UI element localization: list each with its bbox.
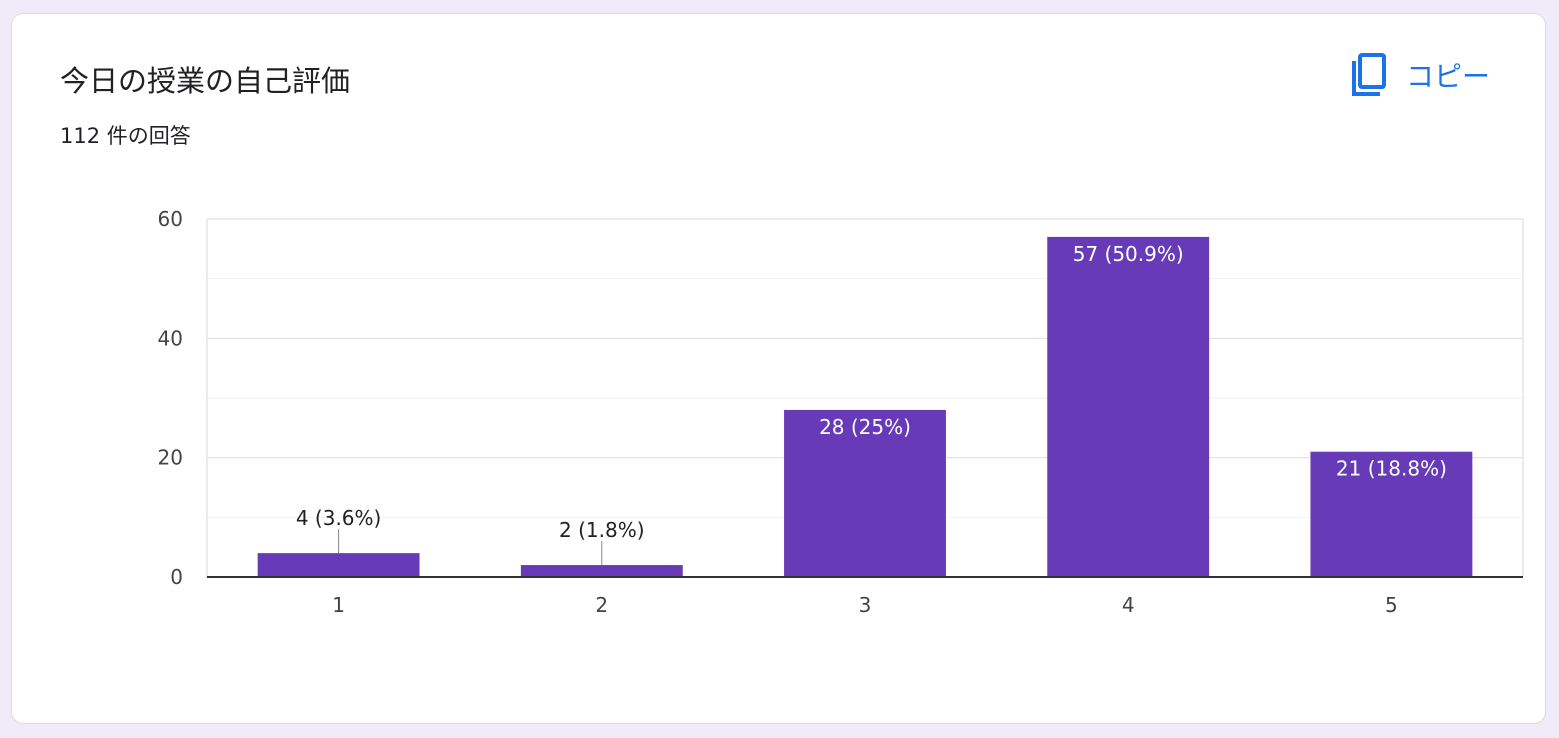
- x-tick-label: 2: [595, 593, 608, 617]
- response-count: 112 件の回答: [60, 124, 191, 148]
- copy-button[interactable]: コピー: [1340, 50, 1498, 100]
- data-label: 4 (3.6%): [296, 506, 382, 530]
- y-tick-label: 0: [170, 565, 183, 589]
- bar-chart: 0 20 40 60 4 (3.6%) 1 2 (1.8%) 2 28 (25%) 3 57 (50…: [158, 207, 1524, 617]
- y-tick-label: 60: [158, 207, 183, 231]
- bar: [257, 553, 420, 577]
- bar: [784, 409, 946, 577]
- data-label: 2 (1.8%): [559, 518, 645, 542]
- bar: [520, 565, 683, 577]
- question-title: 今日の授業の自己評価: [60, 64, 351, 98]
- data-label: 57 (50.9%): [1073, 242, 1184, 266]
- x-tick-label: 4: [1122, 593, 1135, 617]
- bar: [1310, 451, 1473, 577]
- x-tick-label: 5: [1385, 593, 1398, 617]
- bar: [1047, 236, 1210, 577]
- x-tick-label: 1: [332, 593, 345, 617]
- y-tick-label: 40: [158, 326, 183, 350]
- question-summary-card: 今日の授業の自己評価 112 件の回答 コピー 0 20 40 60 4 (3.6%) 1…: [11, 13, 1546, 724]
- y-tick-label: 20: [158, 446, 183, 470]
- data-label: 28 (25%): [819, 415, 911, 439]
- x-tick-label: 3: [859, 593, 872, 617]
- copy-label: コピー: [1406, 61, 1491, 92]
- data-label: 21 (18.8%): [1336, 457, 1447, 481]
- copy-icon: [1348, 51, 1388, 99]
